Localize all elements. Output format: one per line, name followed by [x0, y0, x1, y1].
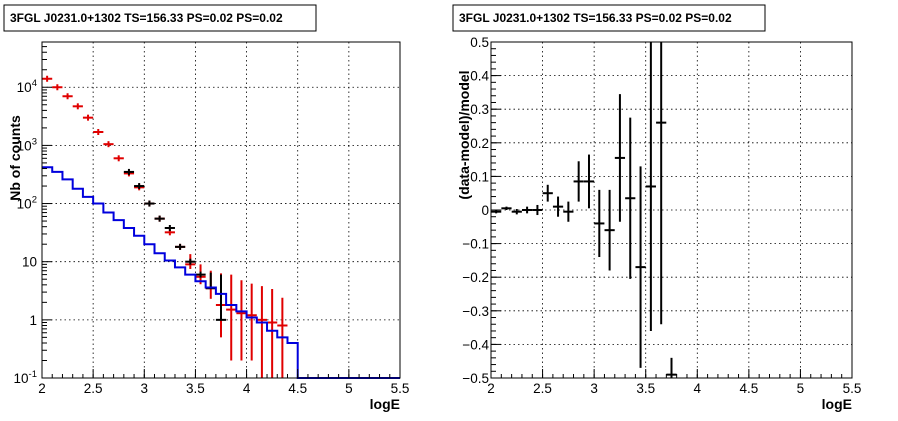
x-tick-label: 4 — [243, 381, 251, 396]
model-step-line — [42, 166, 400, 379]
y-tick-label: 0.3 — [470, 102, 489, 117]
y-tick-label: 0.5 — [470, 35, 489, 50]
grid — [491, 42, 852, 378]
x-tick-label: 4.5 — [288, 381, 307, 396]
y-tick-label: −0.2 — [462, 270, 489, 285]
x-tick-label: 2 — [487, 381, 495, 396]
y-tick-label: 0.2 — [470, 136, 489, 151]
y-axis-label: Nb of counts — [7, 115, 23, 201]
y-axis-label: (data-model)/model — [456, 70, 472, 199]
y-tick-label: 0.1 — [470, 169, 489, 184]
y-tick-label: 1 — [29, 313, 37, 328]
axis-ticks: 2 2.5 3 3.5 4 4.5 5 5.5 −0.5 −0.4 −0.3 −0.2 −0.1 0 0.1… — [462, 35, 861, 396]
x-tick-label: 3 — [141, 381, 149, 396]
y-tick-label: 104 — [17, 78, 37, 95]
x-tick-label: 5 — [345, 381, 353, 396]
y-tick-label: −0.3 — [462, 304, 489, 319]
x-tick-label: 3.5 — [186, 381, 205, 396]
x-tick-label: 5.5 — [843, 381, 862, 396]
x-tick-label: 4 — [694, 381, 702, 396]
y-tick-label: 10-1 — [14, 369, 37, 386]
grid — [42, 42, 400, 378]
x-tick-label: 2.5 — [84, 381, 103, 396]
series-layer — [491, 42, 677, 378]
title-box — [3, 4, 317, 32]
y-tick-label: −0.1 — [462, 237, 489, 252]
chart-title: 3FGL J0231.0+1302 TS=156.33 PS=0.02 PS=0… — [459, 11, 732, 25]
chart-title: 3FGL J0231.0+1302 TS=156.33 PS=0.02 PS=0… — [10, 11, 283, 25]
y-tick-label: 102 — [17, 195, 37, 212]
x-tick-label: 4.5 — [739, 381, 758, 396]
x-tick-label: 2 — [38, 381, 46, 396]
series-layer — [42, 75, 400, 379]
residual-chart: 3FGL J0231.0+1302 TS=156.33 PS=0.02 PS=0… — [452, 4, 861, 412]
y-tick-label: −0.5 — [462, 371, 489, 386]
axis-ticks: 2 2.5 3 3.5 4 4.5 5 5.5 10-1 1 10 102 103 104 — [14, 46, 410, 396]
y-tick-label: 103 — [17, 136, 37, 153]
y-tick-label: 0 — [481, 203, 489, 218]
y-tick-label: 0.4 — [470, 69, 489, 84]
title-box — [452, 4, 766, 32]
counts-chart: 3FGL J0231.0+1302 TS=156.33 PS=0.02 PS=0… — [3, 4, 410, 412]
y-tick-label: 10 — [22, 255, 37, 270]
x-tick-label: 3.5 — [636, 381, 655, 396]
x-axis-label: logE — [822, 396, 852, 412]
y-tick-label: −0.4 — [462, 337, 489, 352]
x-tick-label: 3 — [590, 381, 598, 396]
x-tick-label: 2.5 — [533, 381, 552, 396]
plot-frame — [41, 41, 401, 379]
x-axis-label: logE — [370, 396, 400, 412]
x-tick-label: 5.5 — [391, 381, 410, 396]
x-tick-label: 5 — [797, 381, 805, 396]
